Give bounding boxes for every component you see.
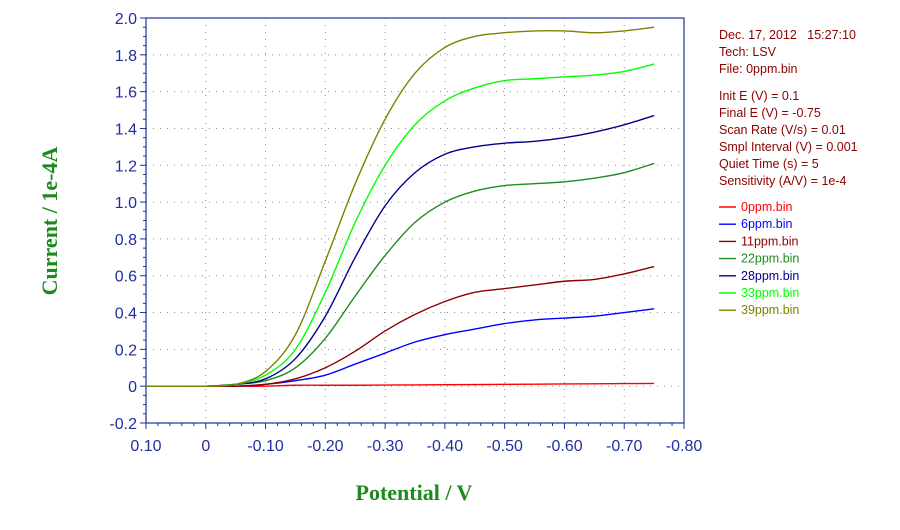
grid [146,18,684,423]
y-axis-title: Current / 1e-4A [37,147,62,296]
info-file: File: 0ppm.bin [719,62,798,76]
y-tick-label: 0.2 [115,342,137,359]
x-tick-label: 0 [201,438,210,455]
x-tick-label: -0.10 [247,438,284,455]
info-param: Sensitivity (A/V) = 1e-4 [719,174,847,188]
y-tick-label: 1.8 [115,48,137,65]
y-tick-label: 1.6 [115,85,137,102]
series-lines [146,26,655,388]
series-line-39ppm-bin [146,26,655,388]
legend-label: 28ppm.bin [741,269,799,283]
legend-label: 39ppm.bin [741,303,799,317]
info-date: Dec. 17, 2012 15:27:10 [719,28,856,42]
y-tick-label: 0 [128,379,137,396]
y-tick-label: 0.8 [115,232,137,249]
y-tick-label: 2.0 [115,11,137,28]
info-param: Quiet Time (s) = 5 [719,157,819,171]
legend-label: 22ppm.bin [741,252,799,266]
info-tech: Tech: LSV [719,45,777,59]
y-tick-label: 0.6 [115,269,137,286]
x-tick-label: -0.40 [427,438,464,455]
y-tick-label: -0.2 [109,416,137,433]
axis-ticks [140,17,685,429]
x-tick-label: -0.50 [486,438,523,455]
x-tick-label: -0.70 [606,438,643,455]
info-param: Init E (V) = 0.1 [719,89,799,103]
x-tick-label: -0.60 [546,438,583,455]
x-tick-label: -0.30 [367,438,404,455]
info-param: Smpl Interval (V) = 0.001 [719,140,858,154]
x-tick-label: -0.20 [307,438,344,455]
x-tick-label: 0.10 [130,438,161,455]
info-param: Scan Rate (V/s) = 0.01 [719,123,846,137]
x-axis-title: Potential / V [356,480,473,505]
x-tick-label: -0.80 [666,438,703,455]
y-tick-labels: -0.2 0 0.2 0.4 0.6 0.8 1.0 1.2 1.4 1.6 1.8 2.0 [109,11,137,433]
legend: 0ppm.bin 6ppm.bin 11ppm.bin 22ppm.bin 28ppm.… [719,200,799,317]
legend-label: 33ppm.bin [741,286,799,300]
legend-label: 6ppm.bin [741,217,792,231]
legend-label: 11ppm.bin [741,234,798,248]
series-line-11ppm-bin [146,265,655,388]
x-tick-labels: 0.10 0 -0.10 -0.20 -0.30 -0.40 -0.50 -0.60 -0.70… [130,438,702,455]
legend-label: 0ppm.bin [741,200,792,214]
y-tick-label: 1.2 [115,158,137,175]
y-tick-label: 1.4 [115,121,137,138]
info-param: Final E (V) = -0.75 [719,106,821,120]
y-tick-label: 0.4 [115,306,137,323]
y-tick-label: 1.0 [115,195,137,212]
info-panel: Dec. 17, 2012 15:27:10 Tech: LSV File: 0… [719,28,858,188]
